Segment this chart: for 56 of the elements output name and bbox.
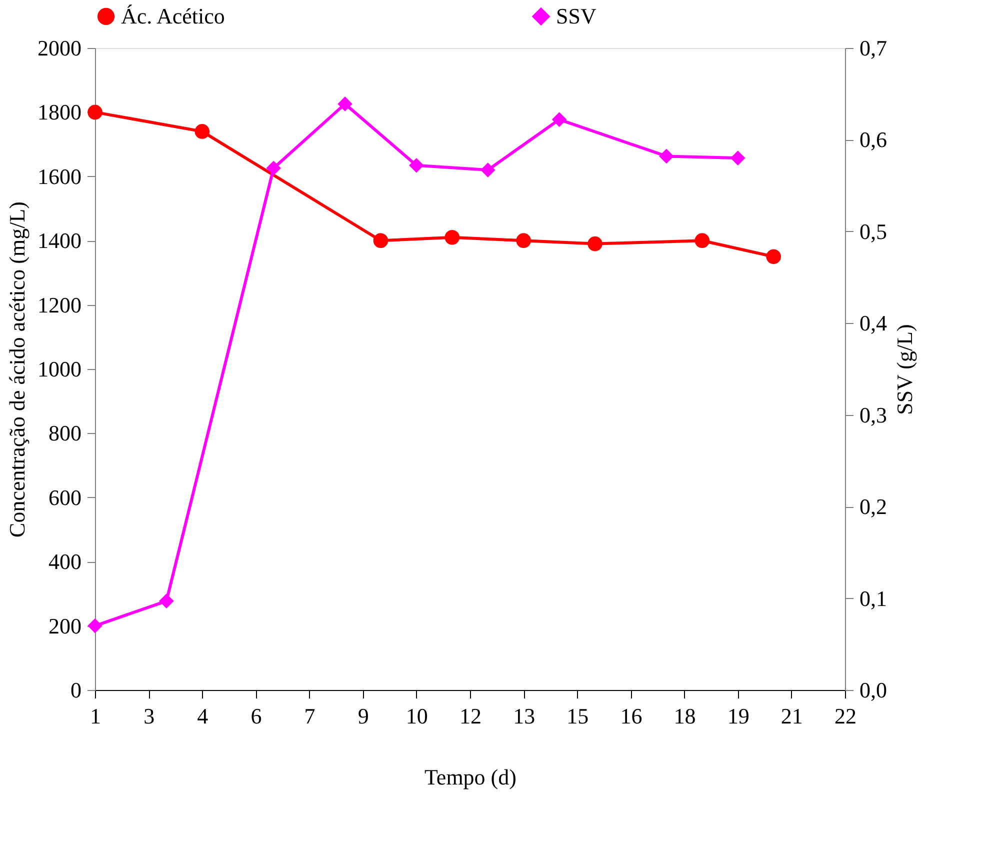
y-tick-label: 1000 [38, 356, 82, 382]
x-tick-label: 19 [727, 704, 750, 728]
point [88, 104, 102, 120]
y-tick-label: 800 [48, 420, 82, 446]
y-tick-label: 1600 [38, 164, 82, 189]
x-tick-label: 12 [460, 704, 482, 728]
point [338, 96, 352, 112]
x-tick-label: 15 [566, 704, 589, 728]
y2-tick-label: 0,6 [860, 127, 887, 152]
y2-tick-label: 0,4 [860, 310, 887, 336]
point [552, 112, 567, 127]
point [194, 124, 210, 139]
y-tick-label: 1800 [38, 100, 82, 125]
y2-tick-label: 0,3 [860, 402, 887, 428]
y2-tick-label: 0,1 [860, 586, 887, 611]
x-tick-label: 22 [834, 704, 856, 728]
point [694, 233, 710, 248]
x-tick-label: 1 [90, 704, 101, 728]
point [766, 249, 781, 264]
point [659, 148, 674, 164]
y-tick-label: 1400 [38, 228, 82, 254]
y2-tick-label: 0,0 [860, 678, 887, 702]
point [444, 230, 460, 245]
x-axis-title: Tempo (d) [424, 764, 516, 790]
x-tick-label: 18 [674, 704, 696, 728]
legend-label: Ác. Acético [121, 3, 225, 28]
x-tick-label: 16 [620, 704, 642, 728]
y-tick-label: 1200 [38, 292, 82, 318]
y-tick-label: 2000 [38, 36, 82, 60]
point [373, 233, 388, 248]
point [88, 618, 102, 634]
y2-axis-title: SSV (g/L) [892, 324, 917, 415]
y2-tick-label: 0,2 [860, 494, 887, 520]
y-tick-label: 400 [48, 549, 82, 574]
x-tick-label: 10 [406, 704, 428, 728]
y2-tick-label: 0,7 [860, 36, 887, 60]
point [730, 150, 746, 166]
x-tick-label: 3 [144, 704, 155, 728]
x-tick-label: 6 [250, 704, 262, 728]
y-tick-label: 0 [70, 678, 82, 702]
x-tick-label: 13 [513, 704, 536, 728]
point [480, 162, 496, 178]
y-tick-label: 200 [48, 613, 82, 638]
y2-tick-label: 0,5 [860, 218, 887, 244]
y-axis-title: Concentração de ácido acético (mg/L) [4, 202, 30, 538]
x-tick-label: 4 [197, 704, 208, 728]
point [409, 158, 424, 173]
x-tick-label: 21 [780, 704, 803, 728]
point [516, 233, 531, 248]
point [159, 594, 174, 608]
point [266, 160, 281, 176]
x-tick-label: 9 [358, 704, 369, 728]
x-tick-label: 7 [304, 704, 316, 728]
legend-label: SSV [556, 3, 596, 28]
y-tick-label: 600 [48, 484, 82, 510]
point [588, 236, 602, 252]
